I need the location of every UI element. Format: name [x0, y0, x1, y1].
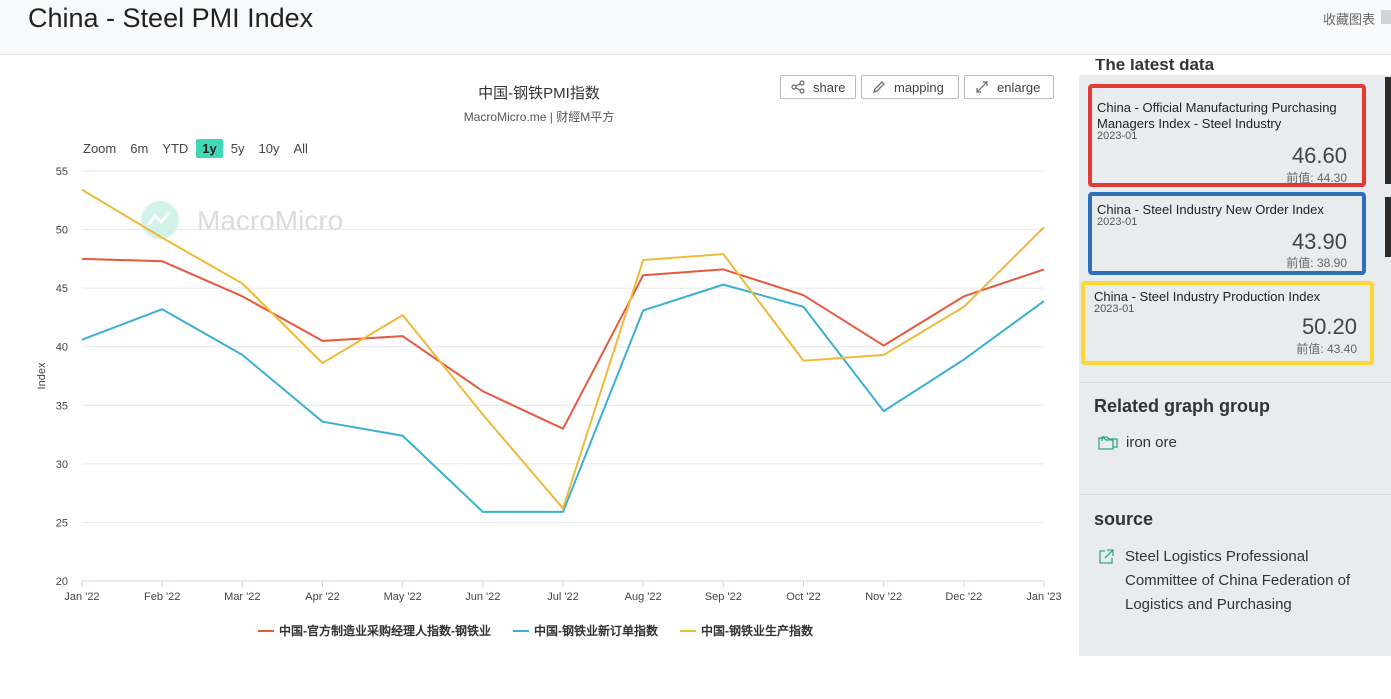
zoom-all-button[interactable]: All: [293, 141, 308, 156]
legend-label: 中国-钢铁业生产指数: [701, 624, 813, 638]
card-title: China - Steel Industry New Order Index: [1097, 202, 1324, 217]
x-tick-label: Dec '22: [945, 591, 982, 603]
card-date: 2023-01: [1094, 303, 1135, 315]
page-title: China - Steel PMI Index: [28, 3, 314, 33]
legend-item-new-orders[interactable]: 中国-钢铁业新订单指数: [513, 622, 658, 639]
side-tab[interactable]: [1385, 197, 1391, 257]
source-title: source: [1094, 509, 1154, 529]
legend-label: 中国-官方制造业采购经理人指数-钢铁业: [279, 624, 491, 638]
zoom-10y-button[interactable]: 10y: [258, 141, 280, 156]
share-label: share: [813, 79, 846, 95]
zoom-selector: Zoom 6m YTD 1y 5y 10y All: [83, 139, 316, 158]
card-value: 50.20: [1301, 314, 1357, 339]
watermark-logo-mark: [147, 211, 171, 226]
y-tick-label: 25: [56, 517, 68, 529]
latest-card-pmi[interactable]: China - Official Manufacturing Purchasin…: [1088, 84, 1366, 187]
x-tick-label: Mar '22: [224, 591, 260, 603]
bookmark-icon[interactable]: [1381, 10, 1391, 24]
latest-data-title: The latest data: [1095, 59, 1215, 74]
series-line-2: [81, 283, 1045, 513]
zoom-ytd-button[interactable]: YTD: [162, 141, 189, 156]
y-tick-label: 35: [56, 400, 68, 412]
x-tick-label: Aug '22: [625, 591, 662, 603]
card-previous-value: 前值: 44.30: [1286, 171, 1347, 185]
series-line-1: [81, 257, 1045, 430]
expand-icon: [976, 81, 988, 93]
favorite-chart-link[interactable]: 收藏图表: [1322, 12, 1375, 27]
legend-swatch: [258, 629, 274, 632]
x-tick-label: Jan '22: [64, 591, 99, 603]
y-tick-label: 40: [56, 342, 68, 354]
series-line-3: [81, 188, 1045, 510]
zoom-1y-button[interactable]: 1y: [196, 139, 223, 158]
x-tick-label: Jul '22: [547, 591, 578, 603]
folder-icon: [1098, 435, 1118, 450]
side-tab[interactable]: [1385, 77, 1391, 184]
source-link[interactable]: Steel Logistics Professional Committee o…: [1098, 545, 1369, 617]
x-tick-label: Oct '22: [786, 591, 821, 603]
card-title: China - Steel Industry Production Index: [1094, 289, 1321, 304]
line-chart: MacroMicro 20 25 30 35 40 45 50 55 Jan '22 Feb '22…: [36, 166, 1062, 603]
legend-swatch: [680, 629, 696, 632]
related-link-iron-ore[interactable]: iron ore: [1098, 434, 1177, 451]
enlarge-label: enlarge: [997, 79, 1041, 95]
mapping-button[interactable]: mapping: [861, 75, 959, 99]
y-tick-label: 30: [56, 459, 68, 471]
related-link-label: iron ore: [1126, 434, 1177, 451]
enlarge-button[interactable]: enlarge: [964, 75, 1054, 99]
card-value: 46.60: [1291, 143, 1347, 168]
latest-card-production[interactable]: China - Steel Industry Production Index …: [1081, 281, 1374, 365]
divider: [1079, 382, 1391, 383]
card-date: 2023-01: [1097, 216, 1138, 228]
x-tick-label: Sep '22: [705, 591, 742, 603]
x-tick-label: Jun '22: [465, 591, 500, 603]
legend-label: 中国-钢铁业新订单指数: [534, 624, 658, 638]
y-axis-label: Index: [36, 362, 48, 389]
x-tick-label: Apr '22: [305, 591, 340, 603]
divider: [1079, 494, 1391, 495]
latest-card-new-orders[interactable]: China - Steel Industry New Order Index 2…: [1088, 192, 1366, 275]
related-graph-group-title: Related graph group: [1094, 396, 1271, 416]
chart-legend: 中国-官方制造业采购经理人指数-钢铁业 中国-钢铁业新订单指数 中国-钢铁业生产…: [258, 622, 835, 639]
y-tick-label: 45: [56, 283, 68, 295]
chart-panel: MacroMicro 20 25 30 35 40 45 50 55 Jan '22 Feb '22…: [0, 55, 1078, 699]
share-button[interactable]: share: [780, 75, 856, 99]
zoom-5y-button[interactable]: 5y: [230, 141, 245, 156]
y-tick-label: 55: [56, 166, 68, 178]
chart-title: 中国-钢铁PMI指数: [478, 85, 600, 102]
card-date: 2023-01: [1097, 130, 1138, 142]
zoom-6m-button[interactable]: 6m: [130, 141, 149, 156]
card-previous-value: 前值: 38.90: [1286, 256, 1347, 270]
zoom-label: Zoom: [83, 141, 117, 156]
x-tick-label: Jan '23: [1026, 591, 1061, 603]
card-previous-value: 前值: 43.40: [1296, 342, 1357, 356]
pencil-icon: [873, 81, 885, 93]
external-link-icon: [1099, 549, 1114, 564]
x-tick-label: Feb '22: [144, 591, 180, 603]
watermark-text: MacroMicro: [197, 205, 343, 236]
card-value: 43.90: [1291, 229, 1347, 254]
y-tick-label: 20: [56, 576, 68, 588]
latest-data-heading: The latest data: [1095, 59, 1295, 78]
share-icon: [791, 80, 805, 94]
x-tick-label: May '22: [384, 591, 422, 603]
y-tick-label: 50: [56, 225, 68, 237]
chart-subtitle: MacroMicro.me | 财經M平方: [463, 110, 615, 124]
page-header: China - Steel PMI Index 收藏图表: [0, 0, 1391, 55]
legend-swatch: [513, 629, 529, 632]
x-tick-label: Nov '22: [865, 591, 902, 603]
legend-item-production[interactable]: 中国-钢铁业生产指数: [680, 622, 813, 639]
mapping-label: mapping: [894, 79, 944, 95]
legend-item-pmi[interactable]: 中国-官方制造业采购经理人指数-钢铁业: [258, 622, 491, 639]
card-title: China - Official Manufacturing Purchasin…: [1097, 100, 1337, 131]
source-text: Steel Logistics Professional Committee o…: [1125, 548, 1351, 613]
